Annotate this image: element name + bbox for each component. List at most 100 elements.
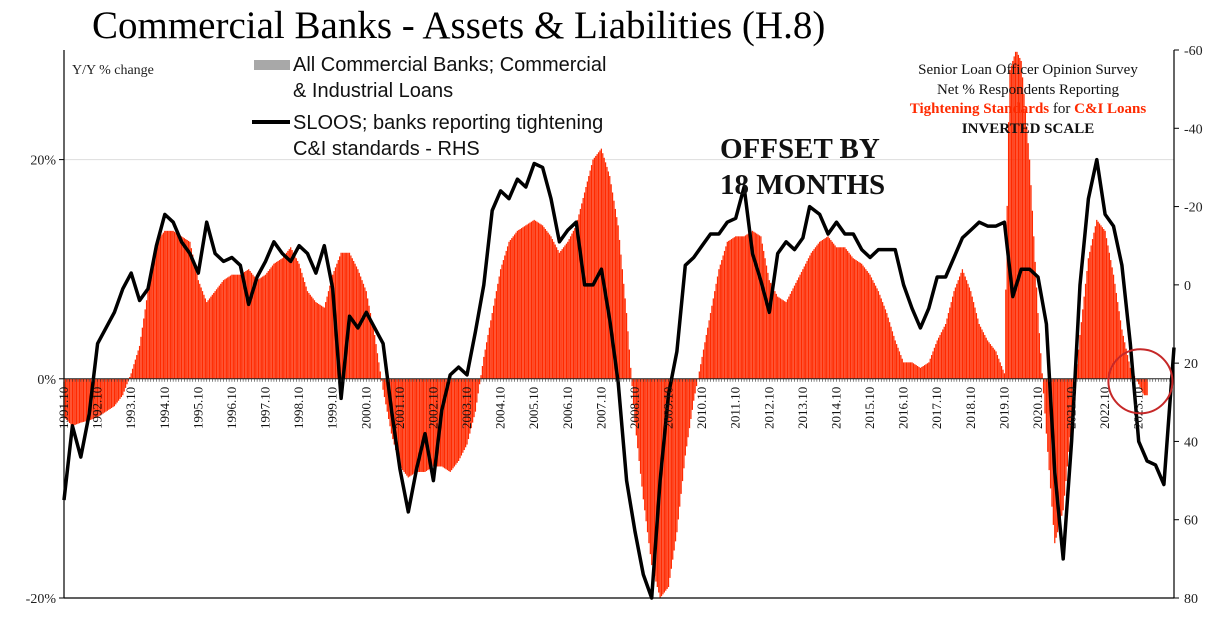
- loans-bar: [151, 266, 153, 379]
- loans-bar: [606, 166, 608, 379]
- loans-bar: [301, 272, 303, 379]
- loans-bar: [970, 291, 972, 379]
- loans-bar: [649, 378, 651, 555]
- x-tick-label: 2011.10: [728, 387, 743, 429]
- loans-bar: [539, 223, 541, 379]
- loans-bar: [1017, 54, 1020, 379]
- loans-bar: [396, 378, 398, 456]
- loans-bar: [889, 322, 891, 379]
- loans-bar: [561, 249, 563, 379]
- rhs-note-red-b: C&I Loans: [1074, 101, 1146, 117]
- loans-bar: [767, 272, 769, 379]
- loans-bar: [1058, 378, 1060, 527]
- loans-bar: [828, 238, 831, 379]
- loans-bar: [1096, 219, 1098, 379]
- loans-bar: [1111, 267, 1113, 379]
- loans-bar: [625, 313, 628, 379]
- loans-bar: [491, 313, 493, 379]
- loans-bar: [297, 260, 299, 379]
- loans-bar: [73, 378, 75, 426]
- loans-bar: [799, 274, 801, 379]
- loans-bar: [1098, 223, 1101, 379]
- loans-bar: [287, 250, 289, 379]
- loans-bar: [1119, 320, 1122, 379]
- loans-bar: [397, 378, 400, 461]
- loans-bar: [378, 362, 380, 379]
- loans-bar: [975, 313, 978, 379]
- loans-bar: [660, 378, 663, 597]
- loans-bar: [375, 344, 377, 379]
- loans-bar: [306, 291, 309, 379]
- loans-bar: [778, 297, 780, 379]
- loans-bar: [1118, 311, 1120, 379]
- loans-bar: [406, 378, 408, 476]
- loans-bar: [515, 232, 517, 379]
- loans-bar: [116, 378, 118, 403]
- loans-bar: [901, 358, 903, 379]
- loans-bar: [567, 241, 569, 379]
- loans-bar: [221, 281, 223, 379]
- loans-bar: [796, 280, 798, 379]
- loans-bar: [719, 264, 721, 379]
- loans-bar: [992, 347, 994, 379]
- loans-bar: [304, 281, 306, 379]
- loans-bar: [575, 225, 577, 379]
- loans-bar: [330, 280, 332, 379]
- loans-bar: [891, 331, 894, 379]
- loans-bar: [957, 280, 959, 379]
- loans-bar: [873, 282, 875, 379]
- x-tick-label: 2022.10: [1097, 387, 1112, 429]
- loans-bar: [695, 378, 698, 387]
- loans-bar: [281, 258, 283, 379]
- loans-bar: [235, 274, 237, 379]
- loans-bar: [1080, 322, 1082, 379]
- x-tick-label: 2015.10: [862, 387, 877, 429]
- loans-bar: [158, 238, 160, 379]
- loans-bar: [588, 176, 590, 379]
- loans-bar: [1044, 378, 1046, 414]
- loans-bar: [446, 378, 449, 471]
- loans-bar: [1006, 205, 1008, 379]
- x-tick-label: 2019.10: [996, 387, 1011, 429]
- loans-bar: [81, 378, 83, 423]
- loans-bar: [568, 239, 570, 379]
- loans-bar: [513, 234, 516, 379]
- loans-bar: [469, 378, 471, 434]
- loans-bar: [1023, 93, 1025, 379]
- loans-bar: [812, 250, 814, 379]
- loans-bar: [172, 230, 174, 379]
- loans-bar: [227, 277, 229, 379]
- loans-bar: [648, 378, 650, 544]
- loans-bar: [404, 378, 407, 474]
- loans-bar: [565, 243, 568, 379]
- loans-bar: [896, 344, 898, 379]
- loans-bar: [600, 148, 602, 379]
- loans-bar: [546, 230, 548, 379]
- loans-bar: [424, 378, 426, 472]
- loans-bar: [332, 274, 334, 379]
- loans-bar: [444, 378, 446, 469]
- y-tick-label: 20%: [30, 154, 56, 169]
- loans-bar: [148, 282, 150, 379]
- loans-bar: [178, 234, 180, 379]
- loans-bar: [979, 326, 982, 379]
- loans-bar: [753, 231, 755, 379]
- loans-bar: [904, 362, 906, 379]
- loans-bar: [95, 378, 97, 418]
- x-tick-label: 1999.10: [325, 387, 340, 429]
- x-tick-label: 2012.10: [761, 387, 776, 429]
- loans-bar: [1097, 221, 1099, 379]
- loans-bar: [737, 236, 740, 379]
- loans-bar: [395, 378, 397, 451]
- loans-bar: [147, 291, 149, 379]
- loans-bar: [117, 378, 120, 401]
- loans-bar: [747, 233, 749, 379]
- loans-bar: [635, 378, 637, 436]
- loans-bar: [708, 320, 710, 379]
- loans-bar: [656, 378, 658, 588]
- loans-bar: [582, 197, 584, 379]
- loans-bar: [610, 184, 612, 379]
- loans-bar: [187, 240, 190, 379]
- loans-bar: [201, 291, 204, 379]
- loans-bar: [673, 378, 675, 551]
